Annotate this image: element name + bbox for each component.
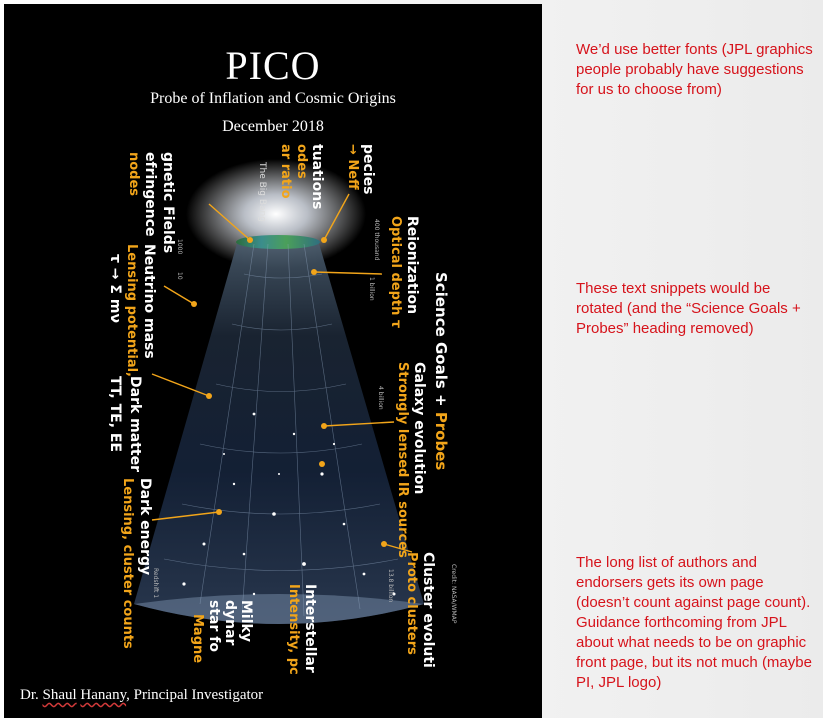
credit-nasa-wmap: Credit: NASA/WMAP xyxy=(450,564,457,624)
tick-redshift-1: Redshift 1 xyxy=(152,568,159,599)
pico-cover-page: PICO Probe of Inflation and Cosmic Origi… xyxy=(4,4,542,718)
galaxy-specks xyxy=(182,412,396,596)
label-magnetic: Magne xyxy=(190,614,205,664)
tick-1-billion: 1 billion xyxy=(368,277,375,301)
label-galaxy-evolution: Galaxy evolution xyxy=(411,362,427,495)
label-intensity: Intensity, pc xyxy=(286,584,301,675)
label-modes: odes xyxy=(294,144,309,179)
label-dark-matter: Dark matter xyxy=(127,376,143,472)
label-magnetic-fields: gnetic Fields xyxy=(160,152,176,254)
label-star-formation: star fo xyxy=(206,600,222,652)
principal-investigator: Dr. Shaul Hanany, Principal Investigator xyxy=(20,687,264,703)
label-optical-depth: Optical depth τ xyxy=(388,216,403,329)
label-proto-clusters: Proto clusters xyxy=(404,552,419,655)
label-fluctuations: tuations xyxy=(309,144,325,210)
label-cluster-evolution: Cluster evoluti xyxy=(420,552,436,668)
tick-400-thousand: 400 thousand xyxy=(373,219,380,261)
heading-science-goals: Science Goals + Probes xyxy=(432,272,450,471)
label-reionization: Reionization xyxy=(404,216,420,315)
tick-1000: 1000 xyxy=(176,239,183,255)
label-birefringence: efringence xyxy=(142,152,158,237)
note-fonts: We’d use better fonts (JPL graphics peop… xyxy=(576,41,813,98)
label-lensing-potential: Lensing potential, xyxy=(124,244,139,377)
label-dark-energy: Dark energy xyxy=(137,478,153,576)
note-rotated-text: These text snippets would be rotated (an… xyxy=(576,280,801,337)
cover-subtitle: Probe of Inflation and Cosmic Origins xyxy=(150,90,396,107)
label-interstellar: Interstellar xyxy=(302,584,318,673)
note-authors: The long list of authors and endorsers g… xyxy=(576,554,812,691)
tick-4-billion: 4 billion xyxy=(377,386,384,410)
label-nodes: nodes xyxy=(126,152,141,197)
label-ratio: ar ratio xyxy=(278,144,293,199)
tick-10: 10 xyxy=(176,272,183,280)
label-tt-te-ee: TT, TE, EE xyxy=(107,376,123,453)
tick-13-8-billion: 13.8 billion xyxy=(387,569,394,603)
label-neutrino-mass: Neutrino mass xyxy=(141,244,157,359)
funnel-rim xyxy=(134,594,424,624)
cover-date: December 2018 xyxy=(222,118,324,135)
label-milky-way: Milky xyxy=(238,600,254,642)
label-neff: → Neff xyxy=(345,144,360,190)
cmb-disk xyxy=(236,235,320,249)
label-dynamics: dynar xyxy=(222,600,238,646)
funnel-grid xyxy=(163,243,399,617)
label-big-bang: The Big Bang xyxy=(257,162,267,222)
universe-timeline-figure xyxy=(134,159,424,624)
big-bang-glow xyxy=(186,159,366,269)
cover-title: PICO xyxy=(225,43,321,88)
label-species: pecies xyxy=(360,144,376,195)
label-tau-sum-m: τ → Σ mν xyxy=(107,254,123,323)
universe-funnel xyxy=(134,240,424,624)
label-lensed-ir: Strongly lensed IR sources xyxy=(395,362,410,558)
pointer-lines xyxy=(151,193,413,553)
label-lensing-cluster-counts: Lensing, cluster counts xyxy=(120,478,135,649)
